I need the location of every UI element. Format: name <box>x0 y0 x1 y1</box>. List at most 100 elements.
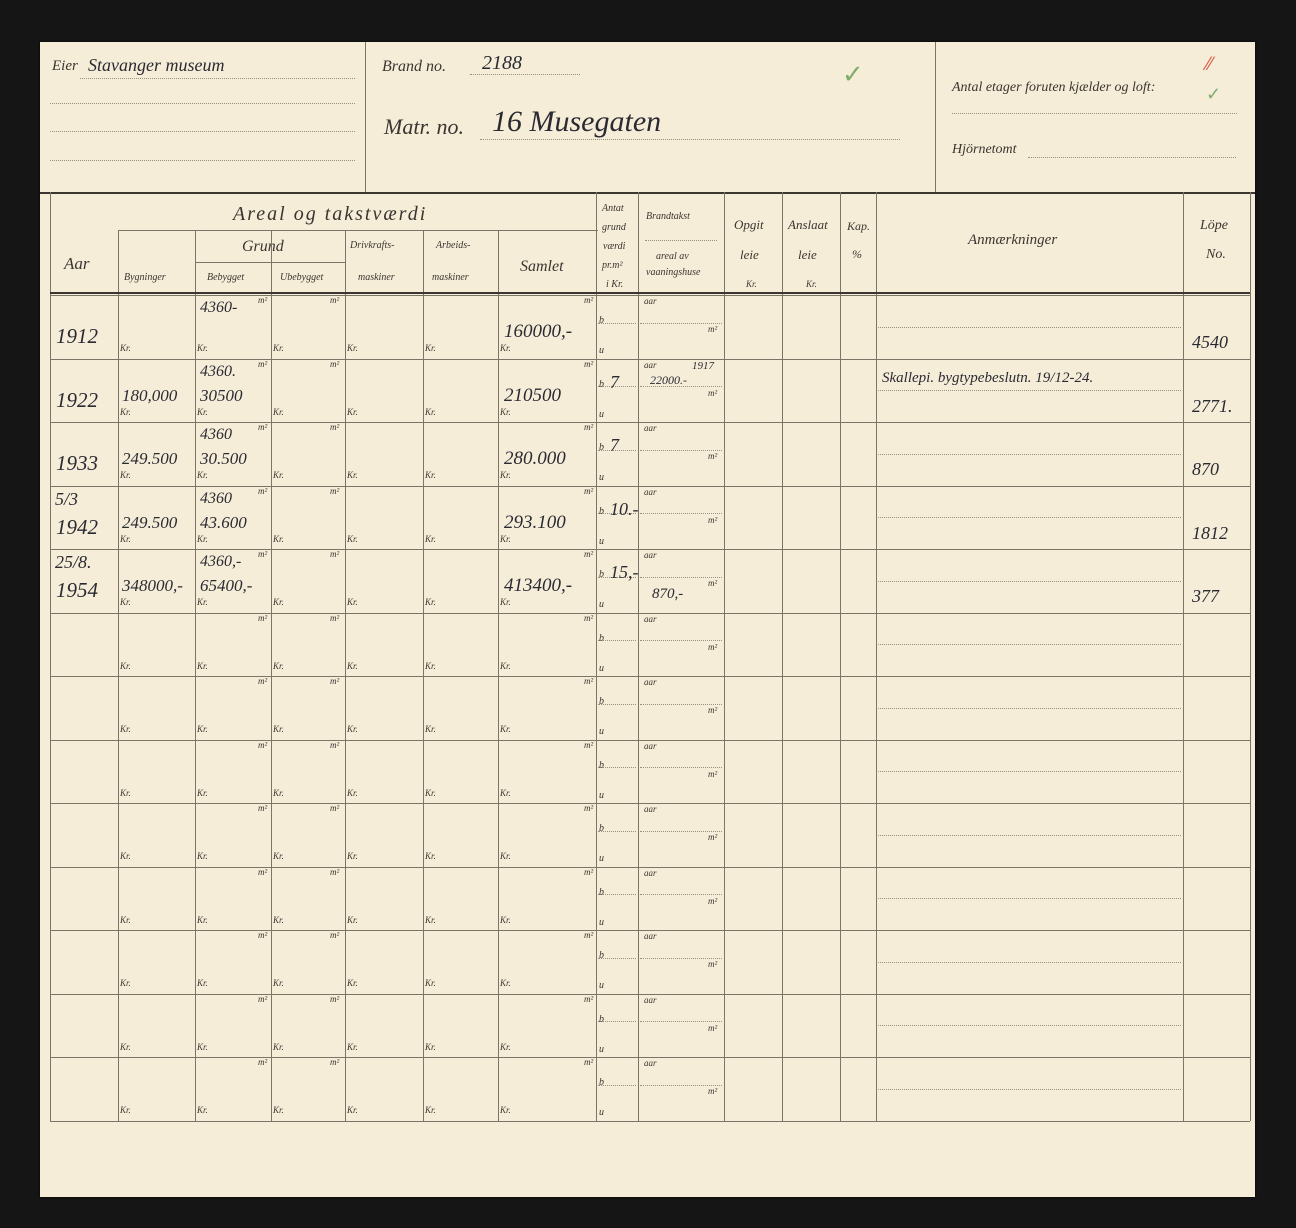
grid-line <box>878 1088 1181 1090</box>
kr-label: Kr. <box>347 978 358 988</box>
col-drivkraft-2: maskiner <box>358 272 395 283</box>
m2-label: m² <box>584 676 594 686</box>
m2-label: m² <box>708 451 718 461</box>
row-bebygget-area: 4360 <box>200 489 232 507</box>
m2-label: m² <box>330 803 340 813</box>
col-bygninger: Bygninger <box>124 272 166 283</box>
kr-label: Kr. <box>120 724 131 734</box>
grid-line <box>596 192 597 1121</box>
grid-line <box>598 513 636 515</box>
col-drivkraft: Drivkrafts- <box>350 240 395 251</box>
kr-label: Kr. <box>425 406 436 417</box>
grid-line <box>640 449 722 451</box>
kr-label: Kr. <box>120 533 131 544</box>
col-opgit: Opgit <box>734 217 764 232</box>
grid-line <box>1183 192 1184 1121</box>
kr-label: Kr. <box>425 1105 436 1115</box>
row-antat-value: 7 <box>610 435 619 455</box>
grid-line <box>50 676 1250 677</box>
row-year: 1912 <box>56 324 98 348</box>
col-lope-2: No. <box>1206 247 1226 262</box>
m2-label: m² <box>330 866 340 877</box>
u-label: u <box>599 345 604 356</box>
owner-label: Eier <box>52 58 78 74</box>
aar-label: aar <box>644 994 657 1005</box>
m2-label: m² <box>258 422 268 432</box>
m2-label: m² <box>258 549 268 559</box>
kr-label: Kr. <box>197 978 208 988</box>
aar-label: aar <box>644 867 657 878</box>
m2-label: m² <box>708 832 718 842</box>
b-label: b <box>599 315 604 326</box>
row-bebygget-kr: 43.600 <box>200 512 247 532</box>
u-label: u <box>599 789 604 801</box>
m2-label: m² <box>708 387 718 398</box>
grid-line <box>50 422 1250 423</box>
row-bebygget-area: 4360- <box>200 299 238 316</box>
register-card <box>40 42 1255 1197</box>
b-label: b <box>599 759 604 771</box>
grid-line <box>598 322 636 324</box>
matr-label: Matr. no. <box>384 114 465 139</box>
row-year: 1933 <box>56 451 98 475</box>
m2-label: m² <box>330 930 340 940</box>
row-antat-value: 10.- <box>610 498 639 519</box>
kr-label: Kr. <box>425 1041 436 1052</box>
row-brandtakst-year: 1917 <box>692 359 714 372</box>
kr-label: Kr. <box>197 533 208 544</box>
b-label: b <box>599 378 604 390</box>
grid-line <box>598 830 636 832</box>
kr-label: Kr. <box>273 533 284 544</box>
grid-line <box>598 640 636 642</box>
m2-label: m² <box>258 358 268 369</box>
kr-label: Kr. <box>120 851 131 861</box>
col-brandtakst: Brandtakst <box>646 211 690 222</box>
kr-label: Kr. <box>500 914 511 925</box>
kr-label: Kr. <box>347 1105 358 1115</box>
grid-line <box>50 192 51 1121</box>
kr-label: Kr. <box>197 787 208 798</box>
corner-label: Hjörnetomt <box>952 142 1017 157</box>
kr-label: Kr. <box>120 1041 131 1052</box>
row-date: 5/3 <box>55 488 79 509</box>
col-kap-2: % <box>852 247 862 261</box>
grid-line <box>50 292 1250 294</box>
grid-line <box>195 262 345 263</box>
kr-label: Kr. <box>273 343 284 353</box>
kr-label: Kr. <box>273 470 284 480</box>
col-arbeids-2: maskiner <box>432 272 469 283</box>
kr-label: Kr. <box>273 597 284 607</box>
kr-label: Kr. <box>197 1041 208 1052</box>
m2-label: m² <box>258 739 268 750</box>
m2-label: m² <box>330 358 340 369</box>
aar-label: aar <box>644 804 657 814</box>
row-bebygget-kr: 65400,- <box>200 576 253 595</box>
u-label: u <box>599 1107 604 1118</box>
row-lope-no: 870 <box>1192 459 1219 479</box>
m2-label: m² <box>330 422 340 432</box>
b-label: b <box>599 632 604 644</box>
grid-line <box>195 230 196 1121</box>
m2-label: m² <box>708 1086 718 1096</box>
grid-line <box>598 894 636 896</box>
grid-line <box>423 230 424 1121</box>
u-label: u <box>599 853 604 864</box>
grid-line <box>878 961 1181 963</box>
aar-label: aar <box>644 677 657 687</box>
kr-label: Kr. <box>120 978 131 988</box>
kr-label: Kr. <box>347 724 358 734</box>
grid-line <box>598 957 636 959</box>
kr-label: Kr. <box>347 914 358 925</box>
row-samlet: 413400,- <box>504 575 573 596</box>
b-label: b <box>599 696 604 707</box>
kr-label: Kr. <box>347 406 358 417</box>
m2-label: m² <box>708 895 718 906</box>
kr-label: Kr. <box>120 597 131 607</box>
grid-line <box>598 576 636 578</box>
kr-label: Kr. <box>425 533 436 544</box>
grid-line <box>598 1084 636 1086</box>
col-areal: Areal og takstværdi <box>233 203 428 225</box>
col-lope: Löpe <box>1200 218 1228 233</box>
grid-line <box>840 192 841 1121</box>
grid-line <box>640 894 722 896</box>
